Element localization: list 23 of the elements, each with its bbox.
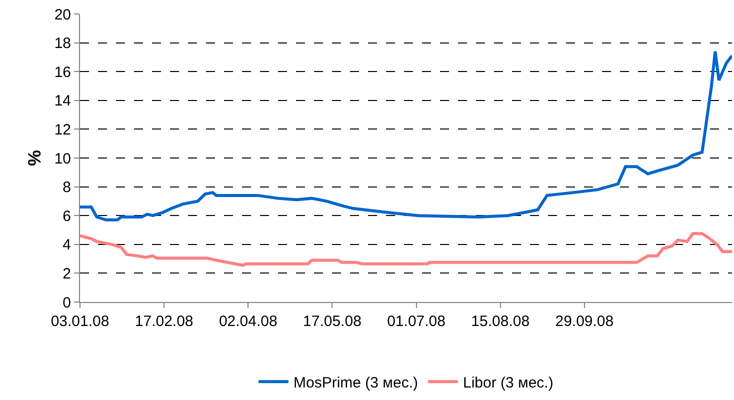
y-tick-label: 12 bbox=[54, 121, 71, 138]
y-tick-label: 2 bbox=[62, 265, 71, 282]
y-tick-label: 4 bbox=[62, 236, 71, 254]
x-tick-label: 01.07.08 bbox=[387, 313, 446, 330]
y-tick-label: 16 bbox=[54, 64, 71, 81]
line-series bbox=[80, 50, 732, 222]
y-axis-title: % bbox=[24, 150, 45, 166]
x-tick-label: 02.04.08 bbox=[218, 313, 278, 330]
y-tick-label: 14 bbox=[54, 92, 71, 110]
legend-label: MosPrime (3 мес.) bbox=[294, 374, 418, 392]
y-tick-label: 6 bbox=[62, 208, 71, 225]
x-tick-label: 17.02.08 bbox=[134, 313, 194, 330]
line-series bbox=[80, 232, 732, 267]
x-tick-label: 03.01.08 bbox=[50, 313, 110, 330]
y-tick-label: 20 bbox=[54, 6, 71, 24]
x-tick-label: 17.05.08 bbox=[303, 313, 362, 330]
y-tick-label: 10 bbox=[54, 150, 71, 168]
y-tick-label: 8 bbox=[62, 179, 71, 196]
x-tick-label: 15.08.08 bbox=[471, 313, 530, 330]
y-tick-label: 18 bbox=[54, 35, 71, 52]
y-tick-label: 0 bbox=[62, 294, 71, 312]
legend-label: Libor (3 мес.) bbox=[463, 374, 554, 392]
x-tick-label: 29.09.08 bbox=[555, 313, 614, 330]
